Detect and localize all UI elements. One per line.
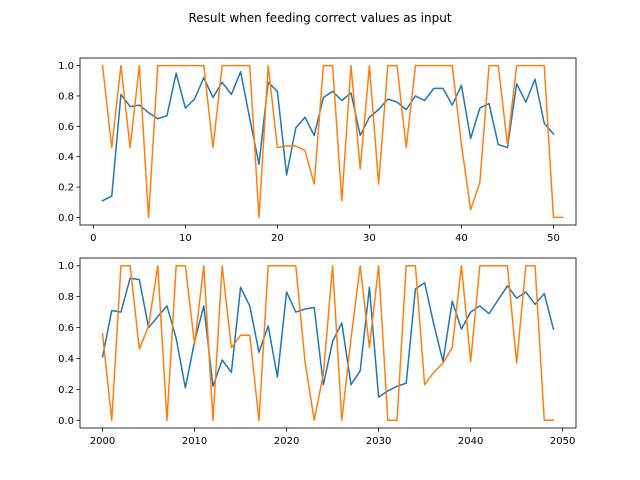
y-tick-label: 1.0 [58, 61, 74, 72]
x-tick-label: 50 [547, 233, 560, 244]
y-tick-label: 0.2 [58, 385, 74, 396]
series-line-2 [101, 264, 555, 422]
x-tick-label: 2000 [90, 436, 115, 447]
y-tick-label: 0.4 [58, 354, 74, 365]
y-tick-label: 1.0 [58, 261, 74, 272]
x-tick-label: 2050 [550, 436, 575, 447]
x-tick-label: 0 [90, 233, 96, 244]
y-tick-label: 0.6 [58, 323, 74, 334]
top-subplot: 0 10 20 30 40 50 0.0 0.2 0.4 0.6 0.8 1.0 [58, 57, 577, 244]
x-tick-label: 2010 [182, 436, 207, 447]
figure-title: Result when feeding correct values as in… [188, 11, 451, 25]
y-tick-label: 0.6 [58, 122, 74, 133]
x-tick-label: 10 [179, 233, 192, 244]
x-tick-label: 40 [455, 233, 468, 244]
y-tick-label: 0.0 [58, 416, 74, 427]
y-tick-label: 0.4 [58, 152, 74, 163]
series-line-2 [101, 64, 564, 219]
y-tick-label: 0.8 [58, 91, 74, 102]
y-tick-label: 0.8 [58, 292, 74, 303]
x-tick-label: 20 [271, 233, 284, 244]
bottom-subplot: 2000 2010 2020 2030 2040 2050 0.0 0.2 0.4 0.6 0.8 1… [58, 257, 577, 447]
axes-frame [79, 257, 577, 429]
x-tick-label: 2030 [366, 436, 391, 447]
x-tick-label: 30 [363, 233, 376, 244]
y-tick-label: 0.2 [58, 183, 74, 194]
series-line-1 [101, 277, 555, 398]
x-tick-label: 2020 [274, 436, 299, 447]
x-tick-label: 2040 [458, 436, 483, 447]
y-tick-label: 0.0 [58, 213, 74, 224]
series-line-1 [101, 70, 555, 202]
axes-frame [79, 57, 577, 226]
